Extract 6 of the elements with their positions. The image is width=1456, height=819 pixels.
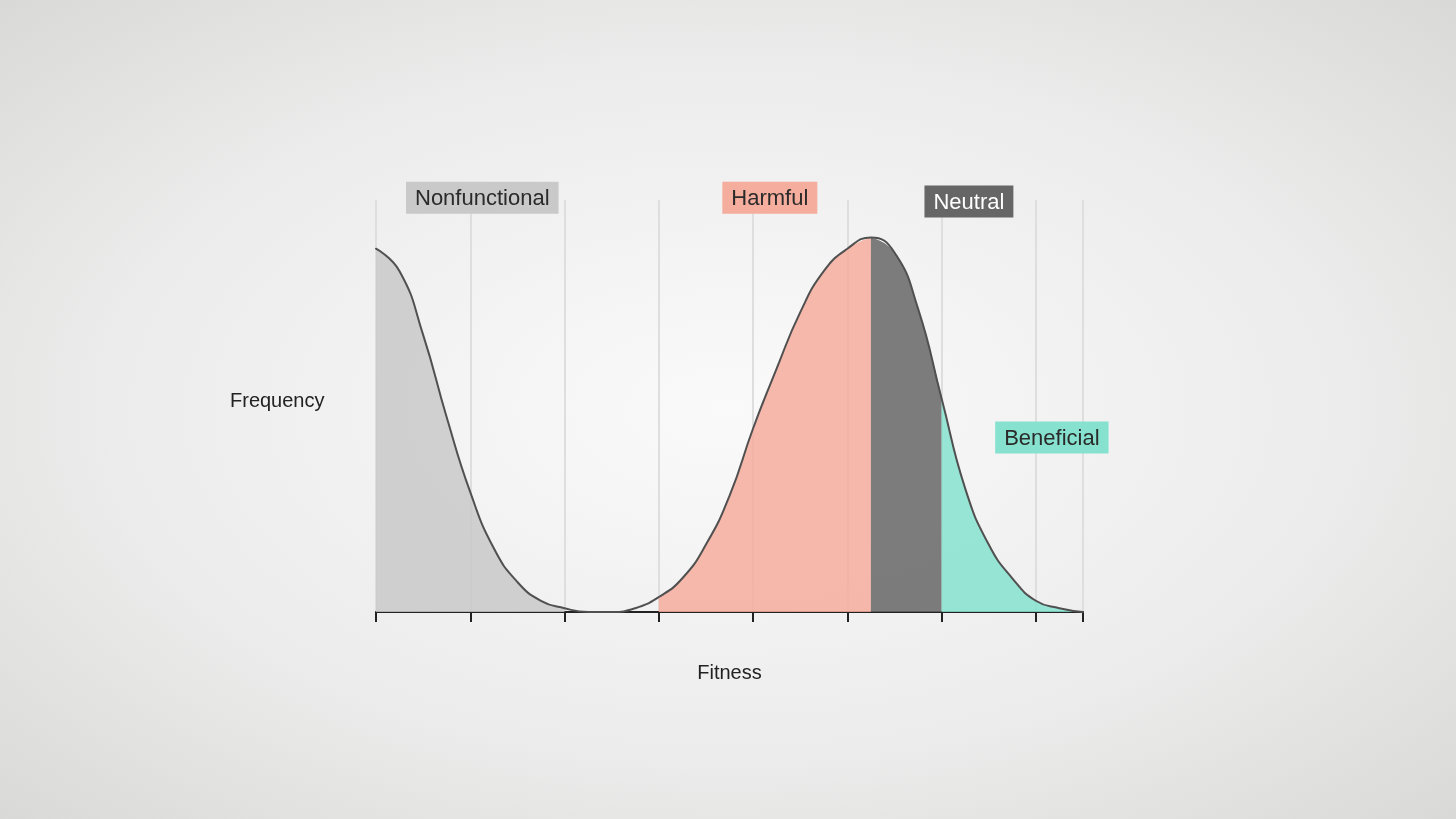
- text: Beneficial: [1004, 424, 1100, 450]
- text: Neutral: [933, 188, 1005, 214]
- y-axis-title: Frequency: [230, 389, 325, 411]
- x-axis-title: Fitness: [697, 661, 762, 683]
- text: Nonfunctional: [415, 185, 550, 211]
- text: Harmful: [731, 185, 809, 211]
